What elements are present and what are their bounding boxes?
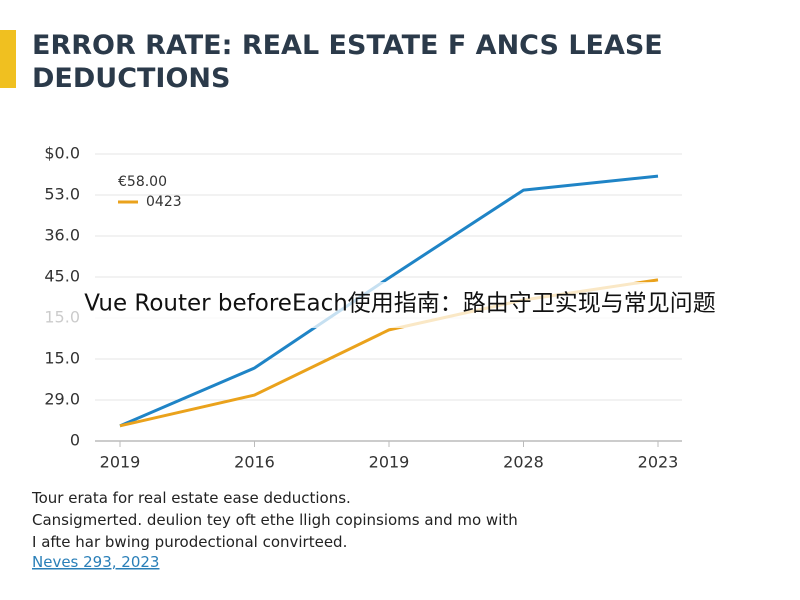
caption-line: Tour erata for real estate ease deductio…	[31, 489, 351, 507]
y-tick-label: 29.0	[44, 390, 80, 409]
x-tick-label: 2019	[369, 453, 410, 472]
y-tick-label: 15.0	[44, 349, 80, 368]
legend-label: 0423	[146, 194, 182, 210]
plot-area: 029.015.015.045.036.053.0$0.020192016201…	[44, 144, 682, 472]
x-tick-label: 2016	[234, 453, 275, 472]
caption-line: I afte har bwing purodectional convirtee…	[32, 533, 347, 551]
y-tick-label: $0.0	[44, 144, 80, 163]
overlay-band	[0, 282, 800, 328]
line-series	[119, 174, 659, 428]
y-tick-label: 36.0	[44, 226, 80, 245]
chart-title-line-1: ERROR RATE: REAL ESTATE F ANCS LEASE	[32, 30, 663, 61]
caption-line: Cansigmerted. deulion tey oft ethe lligh…	[32, 511, 518, 529]
logo-icon	[0, 30, 16, 88]
x-tick-label: 2019	[100, 453, 141, 472]
overlay-text: Vue Router beforeEach使用指南：路由守卫实现与常见问题	[84, 291, 716, 317]
y-tick-label: 53.0	[44, 185, 80, 204]
legend-label: €58.00	[118, 174, 167, 190]
x-tick-label: 2028	[503, 453, 544, 472]
y-tick-label: 45.0	[44, 267, 80, 286]
y-tick-label: 0	[70, 431, 80, 450]
x-tick-label: 2023	[638, 453, 679, 472]
chart-title-line-2: DEDUCTIONS	[32, 63, 230, 94]
source-link[interactable]: Neves 293, 2023	[32, 553, 159, 571]
